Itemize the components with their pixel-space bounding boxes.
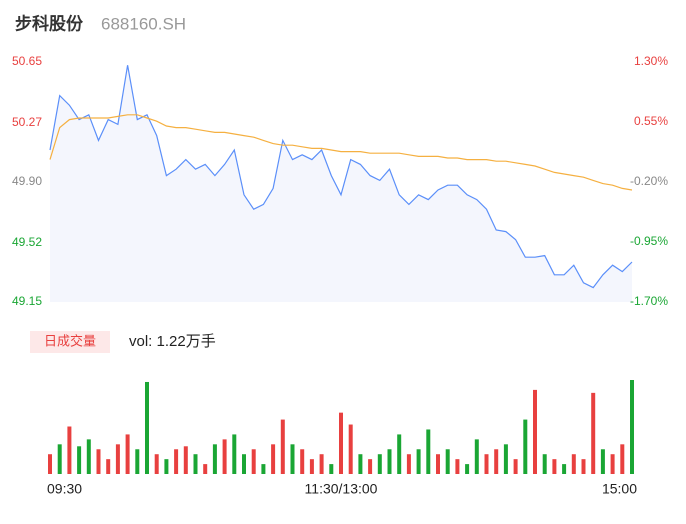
volume-bar (533, 389, 537, 474)
x-tick-label: 11:30/13:00 (305, 481, 378, 497)
volume-bar (552, 459, 557, 474)
y2-tick-label: 0.55% (634, 114, 668, 128)
y-tick-label: 49.90 (12, 174, 42, 188)
volume-bar (600, 449, 605, 474)
volume-bar (397, 434, 402, 474)
x-tick-label: 09:30 (47, 481, 82, 497)
volume-bar (329, 464, 334, 474)
volume-bar (368, 459, 373, 474)
x-tick-label: 15:00 (602, 481, 637, 497)
stock-code: 688160.SH (101, 14, 186, 33)
volume-bar (183, 446, 188, 474)
volume-bar (445, 449, 450, 474)
volume-bar (106, 459, 111, 474)
price-line (49, 65, 633, 289)
volume-bar (610, 454, 615, 474)
volume-bar (271, 444, 276, 474)
y2-tick-label: -0.20% (630, 174, 668, 188)
volume-bar (242, 454, 246, 474)
volume-bar (86, 439, 91, 474)
volume-bar (203, 464, 208, 474)
volume-bar (57, 444, 62, 474)
volume-bar (620, 444, 625, 474)
price-area (50, 65, 632, 302)
volume-bar (465, 464, 470, 474)
volume-bar (174, 449, 179, 474)
volume-bar (503, 444, 508, 474)
volume-bar (309, 459, 314, 474)
volume-bar (212, 444, 217, 474)
volume-bar (581, 459, 586, 474)
volume-bar (571, 454, 576, 474)
volume-bar (484, 454, 489, 474)
volume-bar (455, 459, 460, 474)
volume-bar (513, 459, 518, 474)
volume-bar (232, 434, 237, 474)
volume-bar (494, 449, 499, 474)
volume-bar (542, 454, 547, 474)
volume-bar (115, 444, 120, 474)
y-tick-label: 50.65 (12, 54, 42, 68)
volume-bar (145, 381, 149, 474)
volume-bar (562, 464, 567, 474)
volume-title: 日成交量 (44, 333, 96, 348)
y2-tick-label: -1.70% (630, 294, 668, 308)
y-tick-label: 50.27 (12, 115, 42, 129)
y-tick-label: 49.15 (12, 294, 42, 308)
volume-bar (630, 380, 634, 474)
volume-bar (416, 449, 421, 474)
volume-badge (30, 331, 110, 353)
volume-bar (591, 392, 596, 474)
volume-bar (406, 454, 411, 474)
volume-bar (222, 439, 227, 474)
volume-bar (154, 454, 159, 474)
volume-bar (474, 439, 479, 474)
volume-bar (135, 449, 140, 474)
volume-bar (387, 449, 392, 474)
y2-tick-label: -0.95% (630, 234, 668, 248)
volume-bar (251, 449, 256, 474)
volume-bar (348, 424, 353, 474)
volume-bar (426, 429, 431, 474)
stock-name: 步科股份 (15, 13, 84, 33)
volume-bar (193, 454, 198, 474)
volume-bar (48, 454, 52, 474)
volume-bar (67, 426, 72, 474)
volume-bar (290, 444, 295, 474)
y-tick-label: 49.52 (12, 235, 42, 249)
volume-bar (523, 419, 528, 474)
volume-bar (358, 454, 363, 474)
volume-bar (77, 446, 82, 474)
volume-bar (300, 449, 305, 474)
volume-bar (261, 464, 266, 474)
volume-bar (436, 454, 440, 474)
average-line (49, 114, 633, 191)
volume-bar (319, 454, 324, 474)
volume-bar (377, 454, 382, 474)
y2-tick-label: 1.30% (634, 54, 668, 68)
volume-bar (125, 434, 130, 474)
volume-total: vol: 1.22万手 (129, 333, 216, 350)
volume-bar (96, 449, 101, 474)
volume-bar (280, 419, 285, 474)
volume-bar (164, 459, 169, 474)
volume-bar (339, 412, 343, 474)
